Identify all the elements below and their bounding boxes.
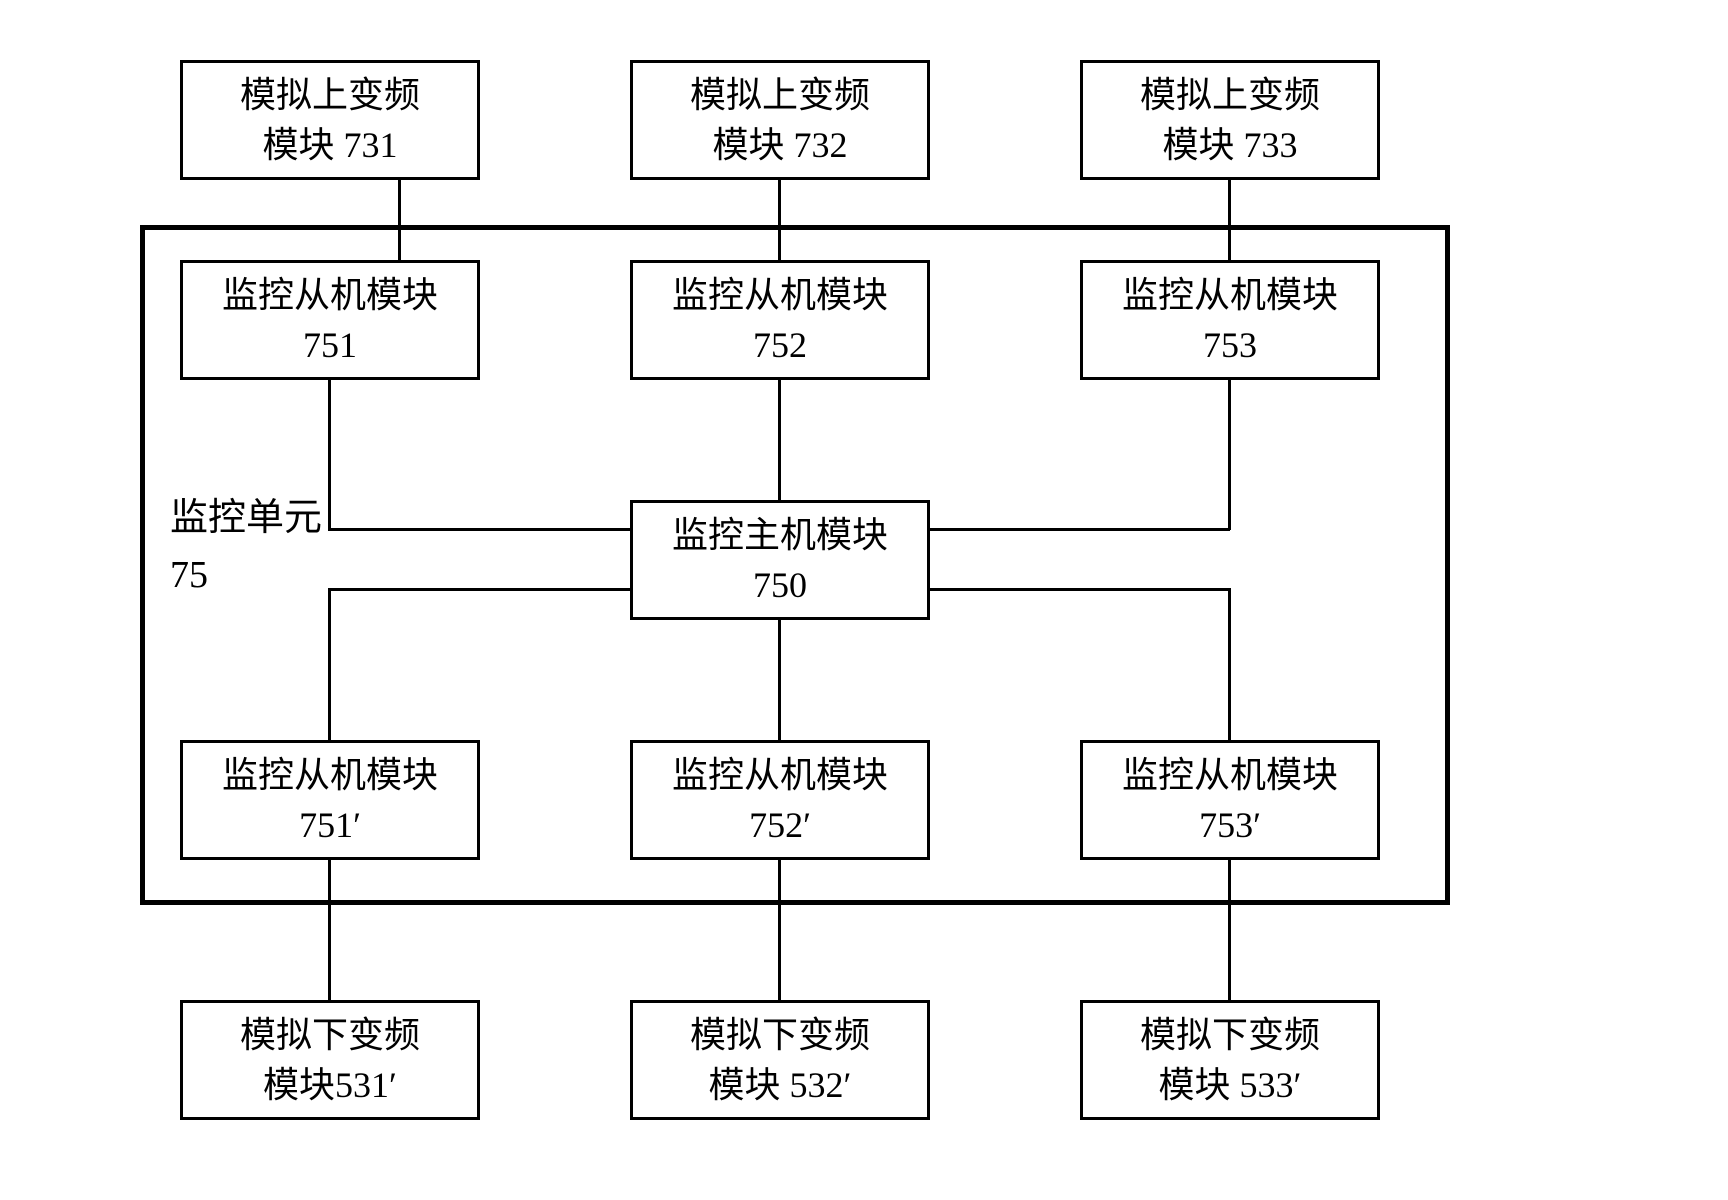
conn-mt1-h	[328, 528, 630, 531]
conn-mt3-h	[930, 528, 1230, 531]
box-bot3: 模拟下变频 模块 533′	[1080, 1000, 1380, 1120]
box-top3-line2: 模块 733	[1162, 120, 1297, 170]
box-midbot1-line1: 监控从机模块	[222, 750, 438, 800]
box-midtop3-line1: 监控从机模块	[1122, 270, 1338, 320]
box-midtop2-line2: 752	[753, 320, 807, 370]
box-bot1-line1: 模拟下变频	[240, 1010, 420, 1060]
box-midtop2-line1: 监控从机模块	[672, 270, 888, 320]
box-midtop1-line1: 监控从机模块	[222, 270, 438, 320]
conn-c-mb1-v	[328, 588, 331, 740]
box-bot1: 模拟下变频 模块531′	[180, 1000, 480, 1120]
box-top2-line1: 模拟上变频	[690, 70, 870, 120]
block-diagram: 监控单元 75 模拟上变频 模块 731 模拟上变频 模块 732 模拟上变频 …	[120, 60, 1620, 1140]
box-bot2: 模拟下变频 模块 532′	[630, 1000, 930, 1120]
conn-c-mb2-v	[778, 620, 781, 740]
box-bot2-line1: 模拟下变频	[690, 1010, 870, 1060]
box-top3: 模拟上变频 模块 733	[1080, 60, 1380, 180]
box-center: 监控主机模块 750	[630, 500, 930, 620]
box-midtop3: 监控从机模块 753	[1080, 260, 1380, 380]
box-midtop1-line2: 751	[303, 320, 357, 370]
conn-mb1-bot1	[328, 860, 331, 1000]
box-midbot3: 监控从机模块 753′	[1080, 740, 1380, 860]
box-midbot1: 监控从机模块 751′	[180, 740, 480, 860]
conn-mt2-v	[778, 380, 781, 500]
box-top2: 模拟上变频 模块 732	[630, 60, 930, 180]
box-midbot1-line2: 751′	[299, 800, 361, 850]
conn-mb3-bot3	[1228, 860, 1231, 1000]
box-top2-line2: 模块 732	[712, 120, 847, 170]
conn-mt3-v	[1228, 380, 1231, 530]
conn-mb2-bot2	[778, 860, 781, 1000]
box-bot3-line2: 模块 533′	[1159, 1060, 1302, 1110]
box-bot3-line1: 模拟下变频	[1140, 1010, 1320, 1060]
conn-top3-midtop3	[1228, 180, 1231, 260]
box-midbot2-line2: 752′	[749, 800, 811, 850]
box-midbot2: 监控从机模块 752′	[630, 740, 930, 860]
box-top1: 模拟上变频 模块 731	[180, 60, 480, 180]
box-bot2-line2: 模块 532′	[709, 1060, 852, 1110]
box-center-line1: 监控主机模块	[672, 510, 888, 560]
box-top3-line1: 模拟上变频	[1140, 70, 1320, 120]
box-midtop3-line2: 753	[1203, 320, 1257, 370]
conn-c-mb1-h	[328, 588, 630, 591]
box-center-line2: 750	[753, 560, 807, 610]
conn-c-mb3-h	[930, 588, 1230, 591]
conn-top1-midtop1	[398, 180, 401, 260]
box-midtop2: 监控从机模块 752	[630, 260, 930, 380]
box-midbot3-line2: 753′	[1199, 800, 1261, 850]
box-top1-line2: 模块 731	[262, 120, 397, 170]
conn-top2-midtop2	[778, 180, 781, 260]
box-top1-line1: 模拟上变频	[240, 70, 420, 120]
conn-mt1-v	[328, 380, 331, 530]
box-bot1-line2: 模块531′	[263, 1060, 397, 1110]
container-label-line1: 监控单元	[170, 490, 322, 547]
container-label-line2: 75	[170, 547, 322, 604]
conn-c-mb3-v	[1228, 588, 1231, 740]
box-midbot3-line1: 监控从机模块	[1122, 750, 1338, 800]
container-label: 监控单元 75	[170, 490, 322, 604]
box-midbot2-line1: 监控从机模块	[672, 750, 888, 800]
box-midtop1: 监控从机模块 751	[180, 260, 480, 380]
